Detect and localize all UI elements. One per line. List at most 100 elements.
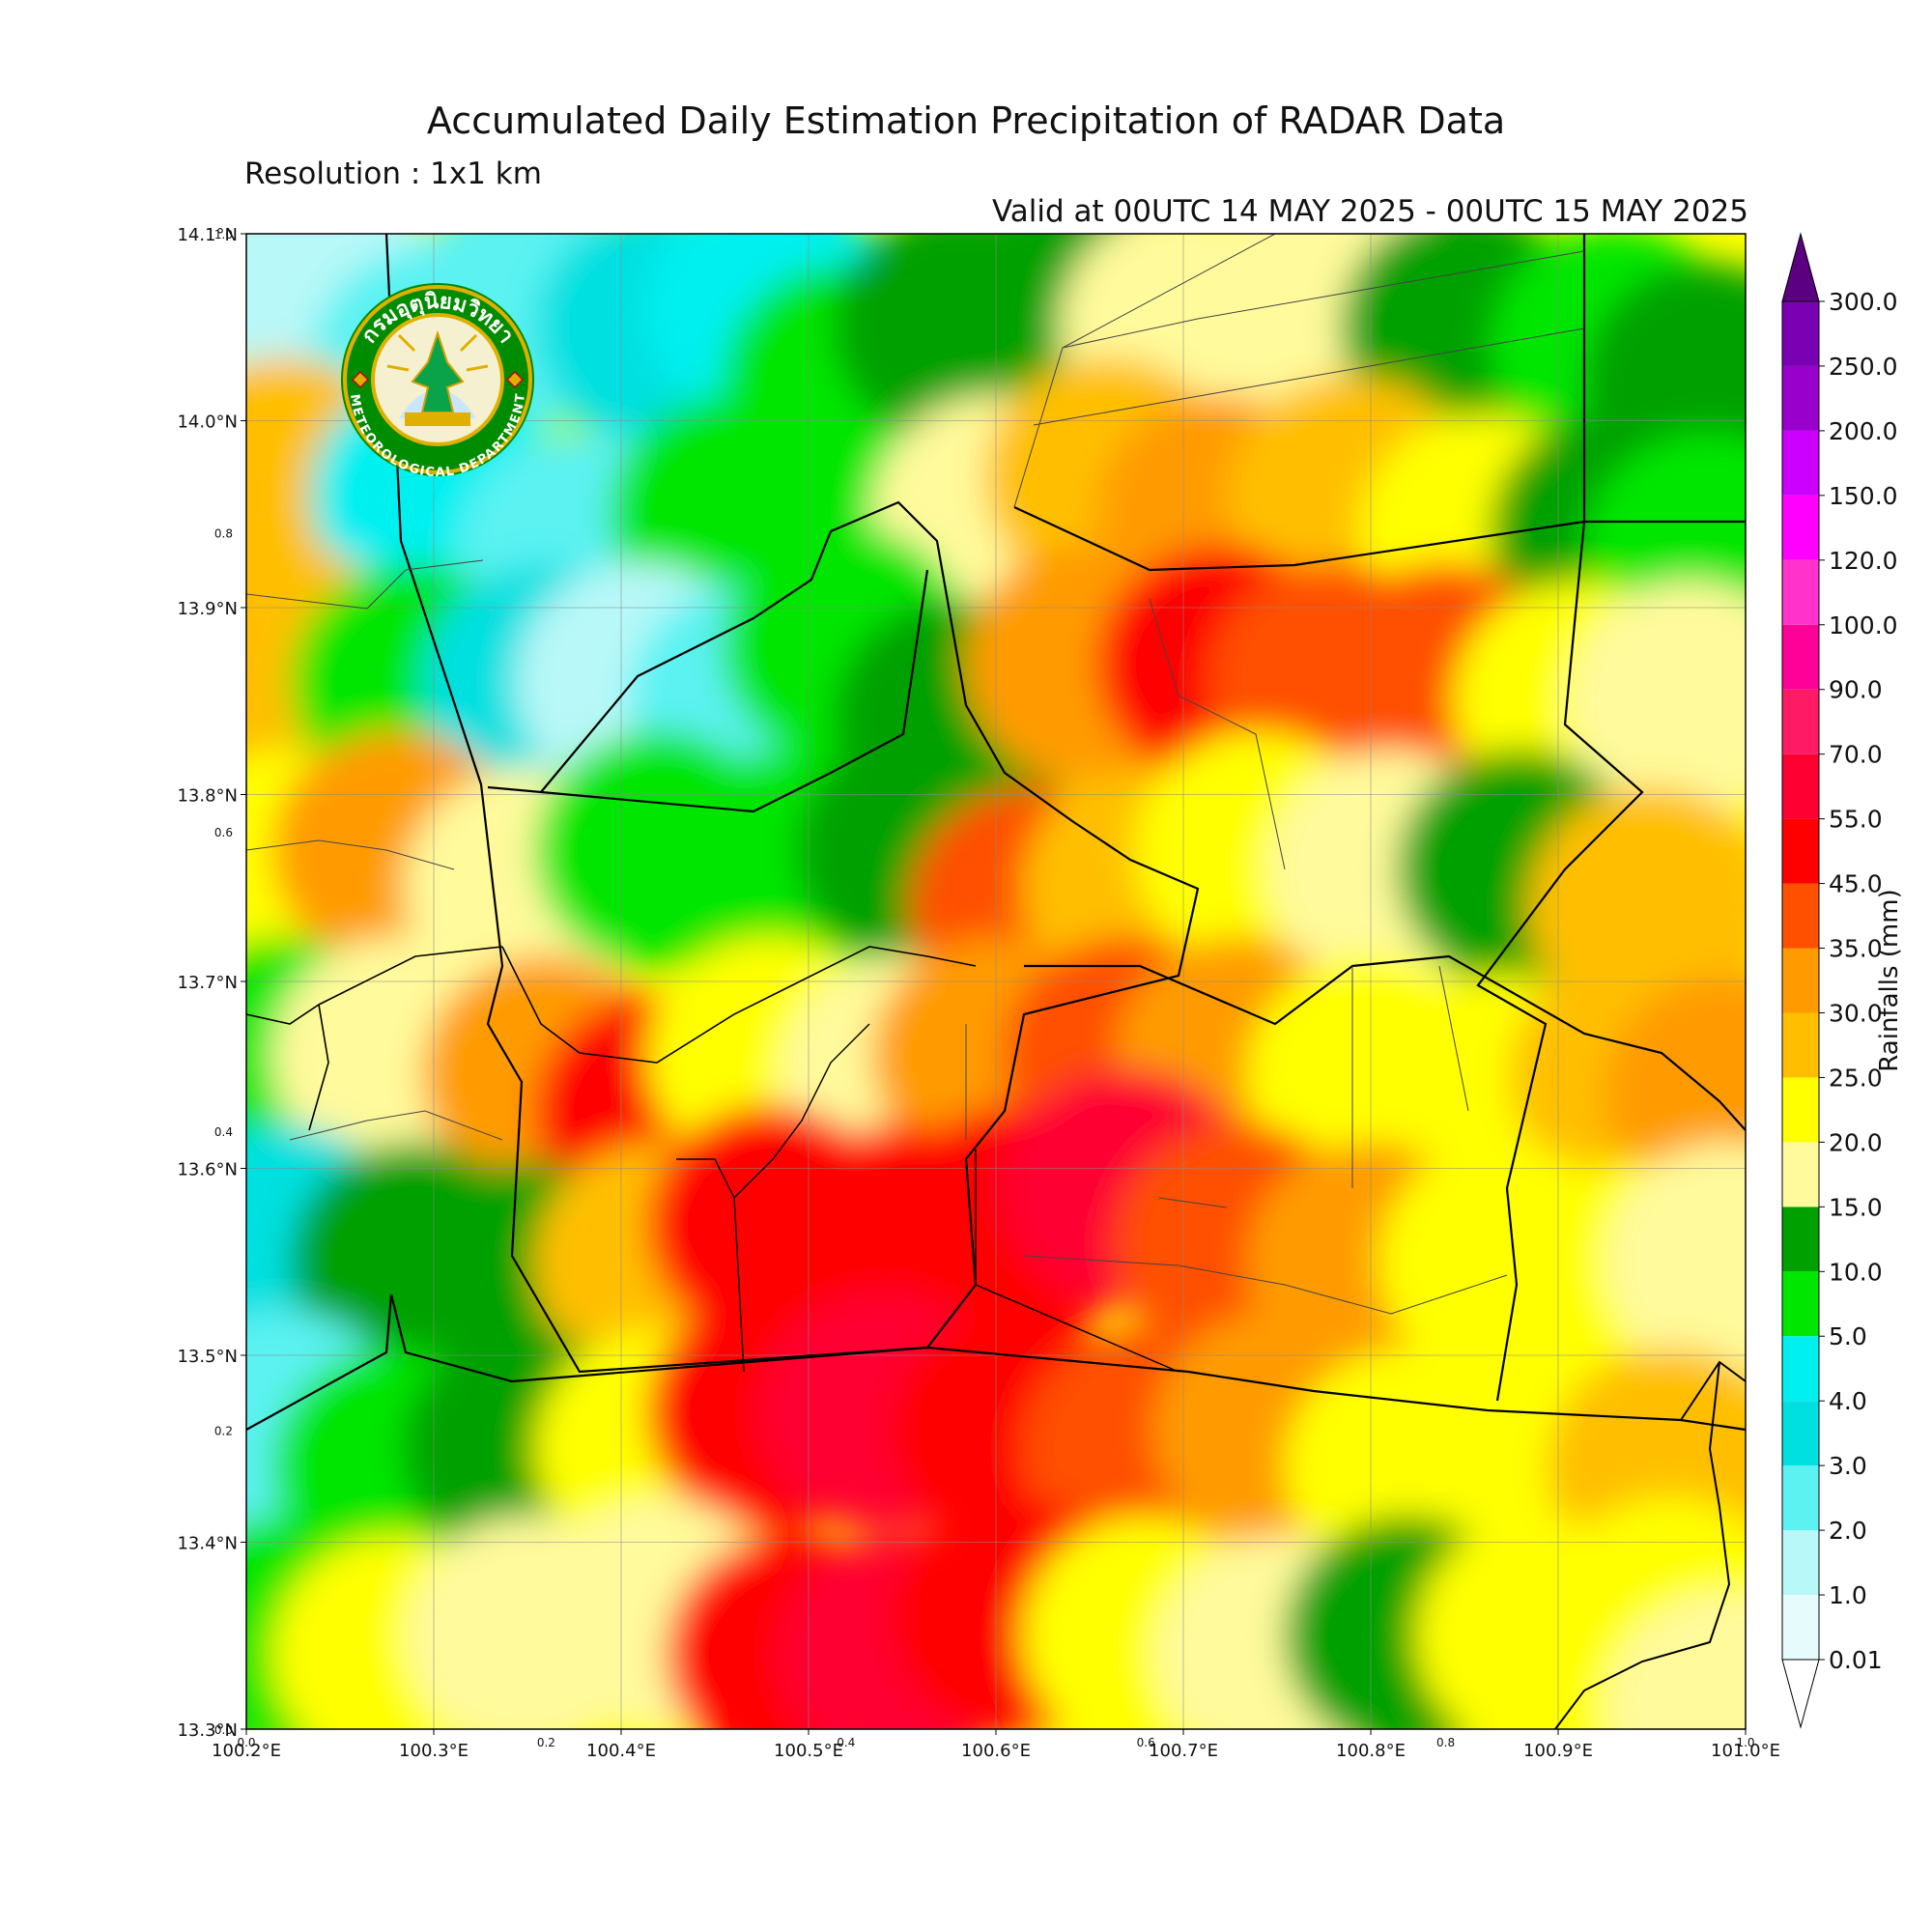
- colorbar-tick-label: 150.0: [1829, 482, 1898, 510]
- province-border: [1013, 506, 1746, 572]
- inner-axis-left-ticks: 1.0 0.8 0.6 0.4 0.2 0.0: [214, 228, 233, 1737]
- lat-tick-label: 13.9°N: [177, 599, 238, 619]
- colorbar-tick-label: 55.0: [1829, 806, 1883, 834]
- colorbar-segment: [1782, 753, 1819, 819]
- colorbar-tick-label: 15.0: [1829, 1193, 1883, 1221]
- colorbar-segment: [1782, 1271, 1819, 1337]
- inner-bottom-tick-label: 0.6: [1137, 1736, 1155, 1749]
- colorbar-tick-label: 35.0: [1829, 935, 1883, 963]
- inner-bottom-tick-label: 1.0: [1736, 1736, 1754, 1749]
- lon-tick-label: 101.0°E: [1711, 1741, 1780, 1761]
- lon-tick-label: 100.9°E: [1523, 1741, 1593, 1761]
- inner-bottom-tick-label: 0.4: [837, 1736, 855, 1749]
- map-panel: [245, 233, 1747, 1730]
- district-border: [965, 598, 1508, 1315]
- colorbar-segment: [1782, 689, 1819, 754]
- colorbar-tick-label: 120.0: [1829, 547, 1898, 575]
- colorbar-segment: [1782, 365, 1819, 431]
- lon-tick-label: 100.4°E: [586, 1741, 656, 1761]
- lat-tick-label: 13.3°N: [177, 1720, 238, 1741]
- lat-tick-label: 14.1°N: [177, 225, 238, 245]
- inner-left-tick-label: 0.8: [214, 527, 233, 541]
- lat-tick-label: 13.5°N: [177, 1347, 238, 1367]
- lon-tick-label: 100.3°E: [399, 1741, 469, 1761]
- colorbar-extend-under: [1781, 1659, 1820, 1729]
- coastline: [1554, 1360, 1746, 1729]
- colorbar-segment: [1782, 1142, 1819, 1208]
- colorbar-tick-label: 30.0: [1829, 999, 1883, 1027]
- colorbar-segment: [1782, 883, 1819, 949]
- precip-cells: [246, 234, 1746, 1729]
- colorbar-tick-label: 0.01: [1829, 1646, 1883, 1674]
- colorbar-segment: [1782, 430, 1819, 496]
- colorbar-tick-label: 10.0: [1829, 1258, 1883, 1286]
- colorbar-tick-label: 70.0: [1829, 741, 1883, 769]
- province-border: [1476, 234, 1644, 1402]
- inner-bottom-tick-label: 0.8: [1436, 1736, 1455, 1749]
- colorbar-tick-label: 5.0: [1829, 1322, 1867, 1350]
- coastline: [246, 1293, 1746, 1432]
- colorbar-segment: [1782, 818, 1819, 884]
- latitude-axis: 14.1°N 14.0°N 13.9°N 13.8°N 13.7°N 13.6°N 13.5…: [177, 225, 246, 1741]
- inner-left-tick-label: 0.6: [214, 826, 233, 839]
- inner-bottom-tick-label: 0.2: [537, 1736, 555, 1749]
- colorbar-tick-label: 300.0: [1829, 288, 1898, 316]
- colorbar-tick-label: 100.0: [1829, 611, 1898, 639]
- lon-tick-label: 100.8°E: [1336, 1741, 1406, 1761]
- inner-left-tick-label: 0.0: [214, 1723, 233, 1737]
- colorbar-segment: [1782, 495, 1819, 560]
- colorbar-segment: [1782, 1530, 1819, 1596]
- colorbar-segment: [1782, 624, 1819, 690]
- inner-left-tick-label: 1.0: [214, 228, 233, 242]
- colorbar-tick-label: 2.0: [1829, 1517, 1867, 1545]
- colorbar-label: Rainfalls (mm): [1875, 889, 1904, 1071]
- district-border: [246, 946, 977, 1131]
- colorbar-segment: [1782, 948, 1819, 1013]
- logo-gold-rim: [343, 285, 532, 474]
- colorbar-segment: [1782, 1401, 1819, 1466]
- gridlines: [246, 234, 1746, 1729]
- colorbar-segment: [1782, 1207, 1819, 1272]
- province-border: [1024, 954, 1746, 1131]
- colorbar-segment: [1782, 1077, 1819, 1143]
- colorbar-tick-label: 4.0: [1829, 1387, 1867, 1415]
- precipitation-field: [246, 234, 1746, 1729]
- logo-rays-icon: [386, 333, 489, 372]
- inner-axis-bottom-ticks: 0.0 0.2 0.4 0.6 0.8 1.0: [237, 1736, 1754, 1749]
- precip-cell: [1565, 581, 1746, 821]
- inner-left-tick-label: 0.4: [214, 1125, 233, 1139]
- map-title: Accumulated Daily Estimation Precipitati…: [426, 99, 1506, 142]
- valid-period-label: Valid at 00UTC 14 MAY 2025 - 00UTC 15 MA…: [991, 194, 1748, 229]
- longitude-axis: 100.2°E 100.3°E 100.4°E 100.5°E 100.6°E 100.7…: [212, 1729, 1780, 1761]
- colorbar-segment: [1782, 301, 1819, 366]
- resolution-label: Resolution : 1x1 km: [244, 156, 542, 191]
- colorbar-tick-label: 200.0: [1829, 417, 1898, 445]
- colorbar-tick-label: 250.0: [1829, 353, 1898, 381]
- colorbar-tick-label: 3.0: [1829, 1452, 1867, 1480]
- lat-tick-label: 13.6°N: [177, 1160, 238, 1180]
- precip-cell: [1603, 1142, 1746, 1382]
- colorbar-segment: [1782, 1465, 1819, 1531]
- inner-left-tick-label: 0.2: [214, 1424, 233, 1437]
- colorbar-frame: [1781, 300, 1820, 1661]
- lat-tick-label: 13.8°N: [177, 786, 238, 807]
- colorbar-tick-label: 90.0: [1829, 676, 1883, 704]
- logo-pedestal-icon: [405, 412, 470, 426]
- lon-tick-label: 100.5°E: [774, 1741, 843, 1761]
- colorbar: 0.01 1.0 2.0 3.0 4.0 5.0 10.0 15.0 20.0 25.0 30.0 3…: [1781, 232, 1898, 1729]
- lon-tick-label: 100.6°E: [961, 1741, 1031, 1761]
- province-border: [487, 569, 929, 813]
- precip-cell: [1603, 1590, 1746, 1729]
- lat-tick-label: 14.0°N: [177, 412, 238, 433]
- logo-side-ornament-icon: [351, 370, 525, 389]
- colorbar-segment: [1782, 1595, 1819, 1660]
- colorbar-segment: [1782, 1012, 1819, 1078]
- colorbar-tick-label: 25.0: [1829, 1064, 1883, 1092]
- lon-tick-label: 100.2°E: [212, 1741, 281, 1761]
- colorbar-segment: [1782, 1336, 1819, 1402]
- lon-tick-label: 100.7°E: [1149, 1741, 1218, 1761]
- district-border: [676, 1023, 1179, 1373]
- colorbar-extend-over: [1781, 232, 1820, 302]
- district-border: [246, 234, 1585, 1141]
